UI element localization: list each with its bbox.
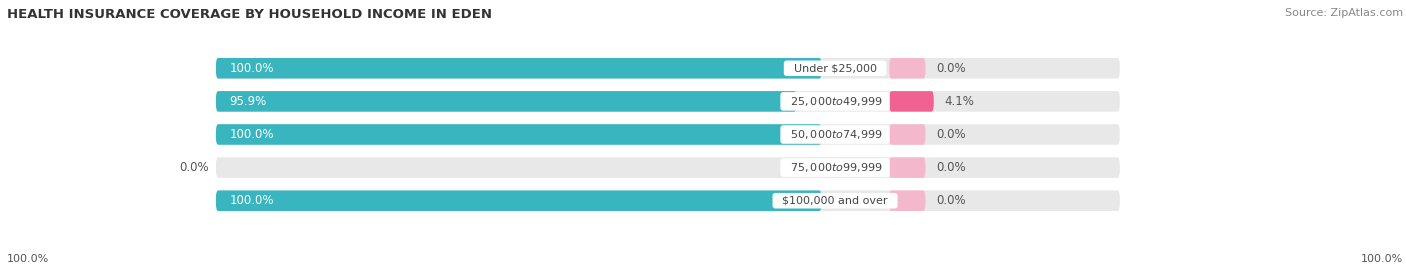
FancyBboxPatch shape (217, 91, 1119, 112)
Text: 100.0%: 100.0% (1361, 254, 1403, 264)
Text: 0.0%: 0.0% (936, 194, 966, 207)
Text: 95.9%: 95.9% (229, 95, 267, 108)
Text: Source: ZipAtlas.com: Source: ZipAtlas.com (1285, 8, 1403, 18)
Text: 0.0%: 0.0% (936, 161, 966, 174)
FancyBboxPatch shape (217, 58, 821, 79)
FancyBboxPatch shape (889, 190, 925, 211)
FancyBboxPatch shape (217, 91, 797, 112)
Text: 100.0%: 100.0% (229, 128, 274, 141)
Text: 0.0%: 0.0% (936, 128, 966, 141)
Text: 0.0%: 0.0% (179, 161, 208, 174)
FancyBboxPatch shape (217, 58, 1119, 79)
Text: HEALTH INSURANCE COVERAGE BY HOUSEHOLD INCOME IN EDEN: HEALTH INSURANCE COVERAGE BY HOUSEHOLD I… (7, 8, 492, 21)
Text: $100,000 and over: $100,000 and over (775, 196, 894, 206)
FancyBboxPatch shape (217, 124, 1119, 145)
Text: 4.1%: 4.1% (945, 95, 974, 108)
FancyBboxPatch shape (889, 157, 925, 178)
Text: Under $25,000: Under $25,000 (786, 63, 883, 73)
Text: 100.0%: 100.0% (229, 194, 274, 207)
Text: $50,000 to $74,999: $50,000 to $74,999 (783, 128, 887, 141)
Text: 0.0%: 0.0% (936, 62, 966, 75)
FancyBboxPatch shape (217, 190, 1119, 211)
FancyBboxPatch shape (217, 190, 821, 211)
FancyBboxPatch shape (889, 124, 925, 145)
Text: $25,000 to $49,999: $25,000 to $49,999 (783, 95, 887, 108)
Text: 100.0%: 100.0% (229, 62, 274, 75)
FancyBboxPatch shape (217, 157, 1119, 178)
Text: 100.0%: 100.0% (7, 254, 49, 264)
FancyBboxPatch shape (889, 58, 925, 79)
Text: $75,000 to $99,999: $75,000 to $99,999 (783, 161, 887, 174)
FancyBboxPatch shape (217, 124, 821, 145)
FancyBboxPatch shape (889, 91, 934, 112)
